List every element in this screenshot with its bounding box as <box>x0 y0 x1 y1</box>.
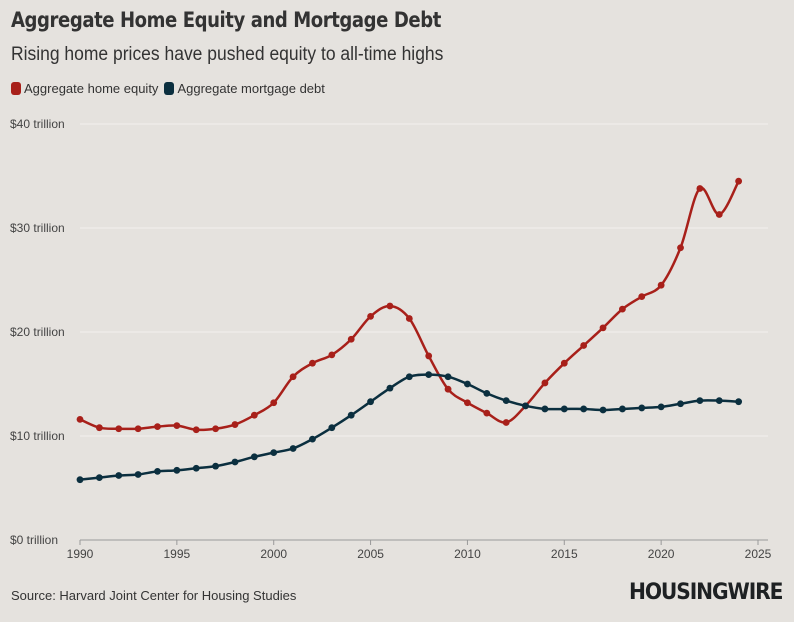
data-point-equity <box>250 411 258 419</box>
data-point-equity <box>677 244 684 252</box>
data-point-equity <box>444 385 452 393</box>
data-point-debt <box>444 373 452 381</box>
data-point-equity <box>270 399 278 407</box>
data-point-debt <box>309 435 316 443</box>
data-point-debt <box>735 398 743 406</box>
x-tick-label: 2000 <box>260 547 287 561</box>
y-tick-label: $30 trillion <box>10 221 65 235</box>
data-point-equity <box>115 425 123 433</box>
data-point-equity <box>367 313 374 320</box>
legend-swatch-equity <box>11 82 21 95</box>
legend-label-equity: Aggregate home equity <box>24 81 159 96</box>
data-point-equity <box>76 415 84 423</box>
data-point-debt <box>599 406 607 414</box>
data-point-equity <box>154 423 161 431</box>
series-line-equity <box>79 180 740 432</box>
y-tick-label: $0 trillion <box>10 533 58 547</box>
data-point-debt <box>715 397 723 405</box>
data-point-equity <box>599 324 607 332</box>
data-point-debt <box>483 389 491 397</box>
data-point-equity <box>735 177 743 185</box>
x-tick-label: 2020 <box>648 547 675 561</box>
legend-swatch-debt <box>164 82 175 95</box>
data-point-debt <box>134 471 142 478</box>
data-point-equity <box>289 373 297 381</box>
data-point-equity <box>502 419 510 426</box>
source-note: Source: Harvard Joint Center for Housing… <box>11 588 297 603</box>
data-point-debt <box>502 397 510 405</box>
x-tick-label: 2025 <box>745 547 772 561</box>
legend: Aggregate home equity Aggregate mortgage… <box>11 81 325 96</box>
data-point-debt <box>173 466 181 474</box>
data-point-equity <box>405 315 413 322</box>
data-point-debt <box>115 472 123 479</box>
data-point-debt <box>367 398 374 406</box>
data-point-debt <box>657 403 665 411</box>
data-point-equity <box>638 293 646 301</box>
data-point-debt <box>425 371 433 379</box>
data-point-debt <box>696 397 704 405</box>
data-point-debt <box>522 402 529 410</box>
legend-label-debt: Aggregate mortgage debt <box>177 81 325 96</box>
data-point-debt <box>250 453 258 461</box>
legend-item-equity[interactable]: Aggregate home equity <box>11 81 158 96</box>
data-point-debt <box>289 445 297 452</box>
data-point-equity <box>483 409 491 417</box>
data-point-equity <box>347 335 355 343</box>
data-point-debt <box>270 449 278 457</box>
data-point-equity <box>464 399 471 407</box>
chart-subtitle: Rising home prices have pushed equity to… <box>11 44 444 65</box>
data-point-debt <box>192 464 200 472</box>
data-point-equity <box>541 379 549 387</box>
data-point-equity <box>134 425 142 433</box>
data-point-debt <box>405 373 413 381</box>
data-point-equity <box>173 422 181 429</box>
data-point-equity <box>386 302 394 310</box>
y-tick-label: $40 trillion <box>10 117 65 131</box>
y-tick-label: $20 trillion <box>10 325 65 339</box>
data-point-equity <box>309 359 316 367</box>
data-point-debt <box>231 458 239 466</box>
data-point-equity <box>715 211 723 218</box>
data-point-equity <box>580 342 588 349</box>
data-point-equity <box>696 185 704 192</box>
data-point-equity <box>560 359 568 367</box>
data-point-debt <box>76 476 84 484</box>
data-point-debt <box>154 467 161 475</box>
x-tick-label: 2010 <box>454 547 481 561</box>
data-point-debt <box>638 404 646 412</box>
data-point-debt <box>464 380 471 388</box>
data-point-equity <box>192 426 200 434</box>
data-point-debt <box>328 424 336 432</box>
x-tick-label: 1995 <box>164 547 191 561</box>
data-point-equity <box>425 352 433 360</box>
data-point-debt <box>677 400 684 408</box>
data-point-equity <box>328 351 336 359</box>
housingwire-logo: HOUSINGWIRE <box>629 580 783 605</box>
data-point-equity <box>231 421 239 428</box>
data-point-debt <box>386 384 394 392</box>
data-point-debt <box>212 462 220 470</box>
x-tick-label: 2005 <box>357 547 384 561</box>
x-tick-label: 1990 <box>67 547 94 561</box>
data-point-debt <box>347 411 355 419</box>
data-point-debt <box>580 405 588 413</box>
data-point-debt <box>560 405 568 413</box>
x-tick-label: 2015 <box>551 547 578 561</box>
chart-title: Aggregate Home Equity and Mortgage Debt <box>11 8 441 32</box>
data-point-equity <box>619 305 626 313</box>
legend-item-debt[interactable]: Aggregate mortgage debt <box>164 81 325 96</box>
y-tick-label: $10 trillion <box>10 429 65 443</box>
data-point-debt <box>95 474 103 481</box>
data-point-equity <box>657 281 665 289</box>
data-point-equity <box>212 425 220 433</box>
data-point-debt <box>541 405 549 413</box>
data-point-equity <box>95 424 103 432</box>
data-point-debt <box>619 405 626 413</box>
